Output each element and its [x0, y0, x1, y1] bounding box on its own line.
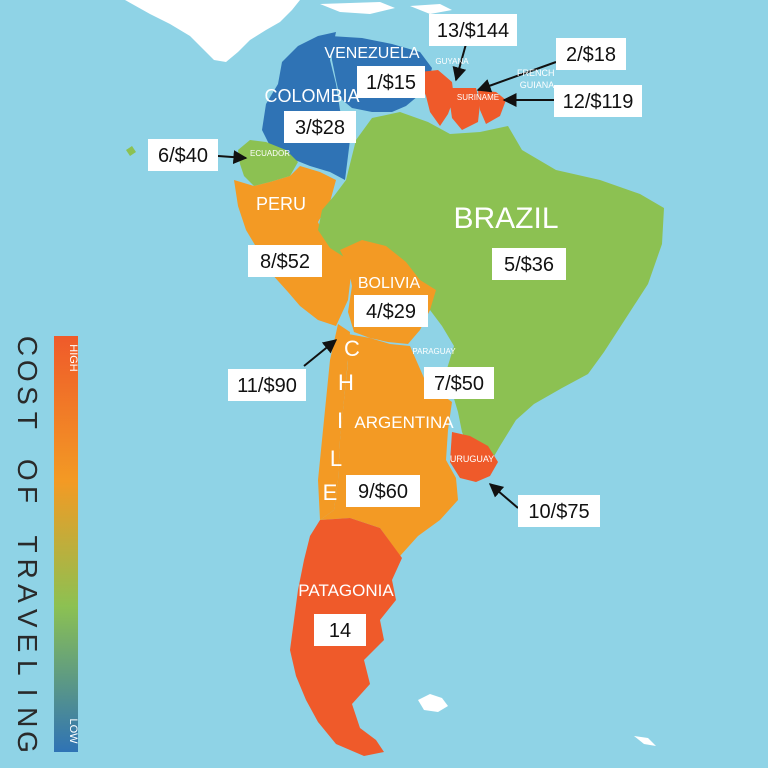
rank-text-brazil: 5/$36 [504, 254, 554, 276]
legend-title-letter: A [12, 584, 43, 603]
legend-title-letter: F [12, 486, 43, 503]
rank-text-suriname: 2/$18 [566, 44, 616, 66]
rank-text-french-guiana: 12/$119 [563, 91, 634, 113]
legend-title-letter: O [12, 360, 43, 382]
caribbean-islands [320, 2, 452, 14]
rank-text-colombia: 3/$28 [295, 117, 345, 139]
country-name-uruguay: URUGUAY [450, 454, 494, 464]
legend-title-letter: T [12, 535, 43, 552]
rank-box-bolivia: 4/$29 [354, 295, 428, 327]
country-name-paraguay: PARAGUAY [412, 347, 456, 356]
country-guyana [420, 70, 454, 126]
rank-text-peru: 8/$52 [260, 251, 310, 273]
country-name-chile-l: L [330, 446, 342, 471]
rank-box-chile: 11/$90 [228, 369, 306, 401]
country-suriname [450, 88, 480, 130]
rank-text-bolivia: 4/$29 [366, 301, 416, 323]
country-name-chile-c: C [344, 336, 360, 361]
legend-title-letter: R [12, 559, 43, 579]
country-name-chile-e: E [323, 480, 338, 505]
country-name-chile-h: H [338, 370, 354, 395]
arrow-ecuador [217, 150, 248, 165]
rank-box-patagonia: 14 [314, 614, 366, 646]
legend-low-label: LOW [67, 718, 79, 744]
rank-box-venezuela: 1/$15 [357, 66, 425, 98]
rank-box-uruguay: 10/$75 [518, 495, 600, 527]
country-name-argentina: ARGENTINA [354, 413, 454, 432]
legend-title-letter: T [12, 412, 43, 429]
legend-gradient-bar [54, 336, 78, 752]
galapagos-islands [126, 146, 136, 156]
rank-text-uruguay: 10/$75 [528, 501, 589, 523]
legend-title-letter: C [12, 336, 43, 356]
arrow-chile [303, 339, 338, 367]
legend-title-letter: S [12, 386, 43, 405]
legend-title-letter: I [12, 689, 43, 697]
country-name-peru: PERU [256, 194, 306, 214]
legend-title-letter: O [12, 459, 43, 481]
country-name-french-guiana: FRENCH GUIANA [517, 68, 557, 90]
rank-text-ecuador: 6/$40 [158, 145, 208, 167]
rank-box-suriname: 2/$18 [556, 38, 626, 70]
country-name-chile-i: I [337, 408, 343, 433]
arrow-guyana [452, 43, 467, 82]
rank-text-venezuela: 1/$15 [366, 72, 416, 94]
rank-box-peru: 8/$52 [248, 245, 322, 277]
french-guiana-line-2: GUIANA [520, 80, 555, 90]
falkland-islands [418, 694, 448, 712]
arrow-uruguay [488, 483, 519, 509]
rank-box-guyana: 13/$144 [429, 14, 517, 46]
country-brazil [318, 112, 664, 470]
country-name-bolivia: BOLIVIA [358, 275, 421, 292]
rank-box-colombia: 3/$28 [284, 111, 356, 143]
country-name-brazil: BRAZIL [453, 202, 558, 235]
rank-box-argentina: 9/$60 [346, 475, 420, 507]
rank-box-paraguay: 7/$50 [424, 367, 494, 399]
arrow-suriname [476, 61, 557, 93]
central-america-landmass [125, 0, 300, 62]
rank-text-guyana: 13/$144 [437, 20, 509, 42]
rank-text-paraguay: 7/$50 [434, 373, 484, 395]
country-chile [318, 324, 350, 520]
south-georgia [634, 736, 656, 746]
rank-box-ecuador: 6/$40 [148, 139, 218, 171]
country-name-guyana: GUYANA [435, 57, 469, 66]
country-name-colombia: COLOMBIA [264, 86, 359, 106]
rank-text-patagonia: 14 [329, 620, 351, 642]
country-name-suriname: SURINAME [457, 93, 499, 102]
country-name-venezuela: VENEZUELA [324, 45, 419, 62]
country-uruguay [450, 432, 498, 482]
country-ecuador [238, 140, 298, 186]
country-name-patagonia: PATAGONIA [298, 581, 394, 600]
legend-title-letter: V [12, 609, 43, 628]
legend-title-letter: N [12, 707, 43, 727]
country-name-ecuador: ECUADOR [250, 149, 290, 158]
rank-text-chile: 11/$90 [237, 375, 297, 397]
legend-title-letter: G [12, 731, 43, 753]
legend-title-letter: L [12, 660, 43, 676]
legend-title-letter: E [12, 634, 43, 653]
rank-text-argentina: 9/$60 [358, 481, 408, 503]
french-guiana-line-1: FRENCH [517, 68, 555, 78]
country-french-guiana [478, 90, 506, 124]
rank-box-french-guiana: 12/$119 [554, 85, 642, 117]
legend-high-label: HIGH [67, 344, 79, 372]
rank-box-brazil: 5/$36 [492, 248, 566, 280]
